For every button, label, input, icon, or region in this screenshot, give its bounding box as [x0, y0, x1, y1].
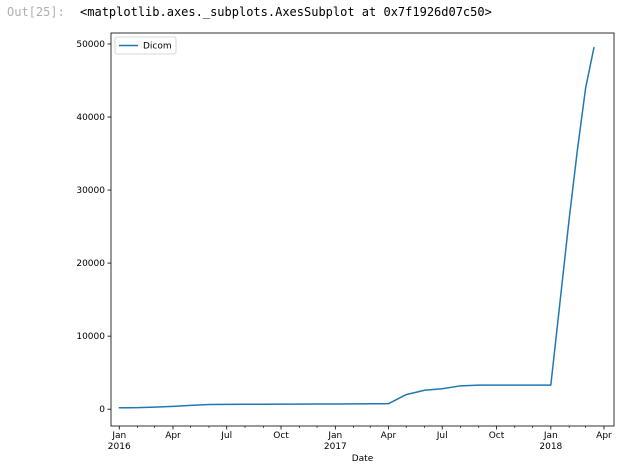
x-tick-label: Jul: [220, 431, 232, 441]
x-tick-label: Oct: [273, 431, 289, 441]
x-tick-label: Apr: [165, 431, 181, 441]
legend-label: Dicom: [143, 42, 172, 52]
x-axis-label: Date: [352, 454, 374, 464]
series-line-dicom: [118, 46, 595, 409]
y-tick-label: 0: [99, 405, 105, 415]
x-tick-label: Oct: [489, 431, 505, 441]
legend-box: [114, 36, 177, 55]
y-tick-label: 20000: [76, 259, 105, 269]
y-tick-label: 10000: [76, 332, 105, 342]
y-tick-label: 50000: [76, 40, 105, 50]
series-layer: [118, 46, 595, 409]
plot-area-border: [110, 32, 615, 427]
x-tick-label: Apr: [381, 431, 397, 441]
x-tick-label: Jan: [327, 431, 342, 441]
x-tick-label: Jul: [436, 431, 448, 441]
x-tick-year-label: 2017: [324, 442, 347, 452]
output-repr: <matplotlib.axes._subplots.AxesSubplot a…: [80, 5, 492, 19]
y-tick-label: 30000: [76, 186, 105, 196]
axes-frame: [110, 32, 615, 427]
output-row: Out[25]: <matplotlib.axes._subplots.Axes…: [7, 3, 492, 21]
y-tick-label: 40000: [76, 113, 105, 123]
legend: Dicom: [114, 36, 177, 55]
x-tick-year-label: 2016: [108, 442, 131, 452]
x-tick-label: Jan: [543, 431, 558, 441]
output-prompt: Out[25]:: [7, 5, 65, 19]
x-minor-ticks: [137, 426, 586, 428]
x-tick-label: Jan: [111, 431, 126, 441]
x-tick-year-label: 2018: [539, 442, 562, 452]
y-axis: 0 10000 20000 30000 40000 50000: [76, 40, 111, 415]
x-tick-label: Apr: [596, 431, 612, 441]
